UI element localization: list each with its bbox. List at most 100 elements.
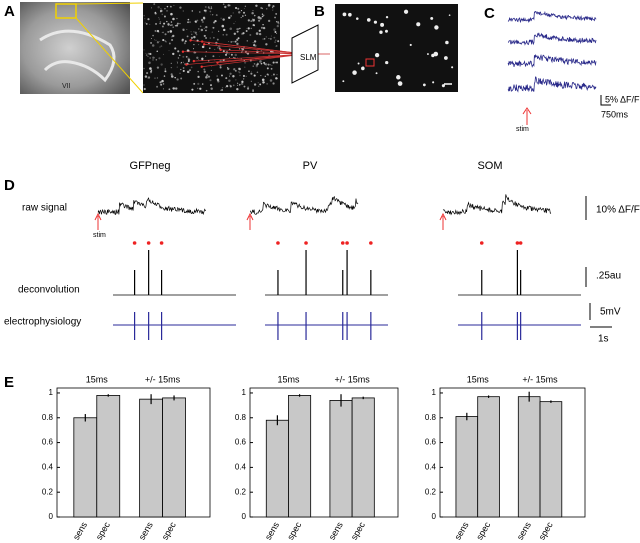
speck	[229, 27, 233, 30]
speck	[199, 25, 202, 28]
event-dot	[132, 241, 137, 245]
bar	[329, 400, 353, 518]
speck	[143, 14, 145, 17]
speck	[206, 74, 209, 77]
speck	[233, 32, 237, 36]
speck	[186, 49, 190, 52]
speck	[210, 14, 212, 16]
speck	[262, 26, 266, 30]
speck	[205, 75, 208, 79]
speck	[152, 59, 154, 61]
speck	[252, 90, 255, 92]
speck	[190, 31, 192, 33]
speck	[238, 84, 241, 86]
speck	[236, 30, 239, 33]
speck	[276, 45, 278, 47]
speck	[205, 37, 207, 39]
panel-label: D	[4, 177, 15, 194]
scale-label: 1s	[598, 334, 609, 345]
speck	[239, 27, 241, 30]
speck	[147, 55, 149, 58]
speck	[186, 35, 189, 38]
cell	[385, 60, 389, 65]
speck	[156, 66, 160, 69]
speck	[265, 8, 268, 10]
speck	[143, 84, 145, 86]
speck	[277, 21, 280, 24]
stim-arrow	[94, 212, 102, 230]
speck	[252, 42, 254, 43]
speck	[210, 87, 213, 90]
speck	[210, 84, 212, 87]
raw-trace	[442, 194, 552, 216]
speck	[210, 69, 212, 71]
speck	[253, 83, 257, 86]
speck	[251, 11, 254, 15]
group-label: +/- 15ms	[145, 374, 181, 384]
speck	[189, 21, 191, 24]
speck	[266, 83, 268, 85]
speck	[180, 77, 183, 80]
speck	[174, 76, 176, 79]
speck	[277, 40, 280, 43]
cell	[409, 43, 412, 47]
target	[185, 63, 188, 66]
panel-label: C	[484, 5, 495, 22]
speck	[184, 40, 187, 43]
speck	[272, 9, 274, 11]
speck	[162, 39, 165, 42]
speck	[237, 28, 240, 30]
speck	[267, 4, 271, 8]
speck	[163, 15, 166, 18]
speck	[193, 35, 196, 39]
speck	[235, 70, 237, 72]
speck	[205, 55, 207, 57]
speck	[272, 8, 274, 10]
speck	[143, 49, 145, 51]
speck	[169, 30, 173, 33]
y-tick-label: 1	[432, 388, 437, 397]
speck	[240, 58, 242, 60]
x-tick-label: sens	[137, 520, 155, 542]
bar	[455, 416, 479, 518]
speck	[252, 24, 255, 26]
speck	[267, 19, 271, 23]
speck	[191, 33, 193, 35]
speck	[275, 45, 277, 47]
speck	[203, 70, 206, 73]
speck	[230, 41, 233, 43]
speck	[189, 69, 191, 71]
group-label: 15ms	[277, 374, 300, 384]
cell	[375, 72, 378, 75]
speck	[187, 18, 190, 21]
speck	[258, 32, 262, 36]
speck	[251, 71, 253, 73]
speck	[255, 32, 259, 35]
speck	[182, 55, 185, 58]
speck	[200, 28, 204, 32]
speck	[260, 26, 263, 29]
cell	[444, 56, 448, 60]
speck	[253, 14, 256, 17]
image-label: VII	[62, 83, 71, 90]
speck	[151, 38, 152, 40]
speck	[195, 33, 198, 36]
row-label: electrophysiology	[4, 317, 81, 328]
speck	[274, 30, 277, 33]
speck	[162, 31, 164, 34]
speck	[241, 80, 244, 83]
speck	[241, 51, 243, 53]
speck	[182, 10, 184, 12]
speck	[271, 6, 273, 8]
traces	[94, 194, 581, 340]
group-label: +/- 15ms	[334, 374, 370, 384]
cell	[441, 84, 445, 88]
speck	[212, 14, 214, 16]
cell	[379, 30, 383, 34]
speck	[172, 52, 175, 56]
event-dot	[159, 241, 164, 245]
y-tick-label: 1	[242, 388, 247, 397]
speck	[160, 63, 163, 66]
y-tick-label: 0.4	[42, 462, 54, 471]
speck	[267, 63, 270, 66]
